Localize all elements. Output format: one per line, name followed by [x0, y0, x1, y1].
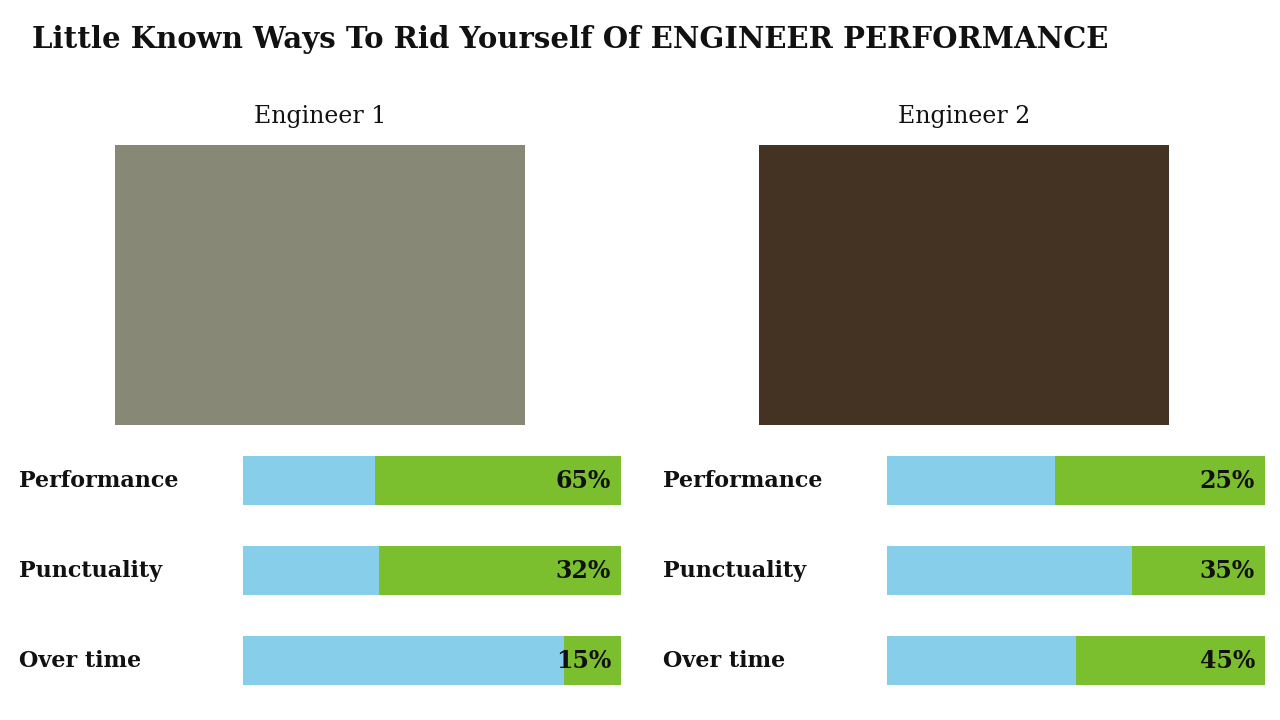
- Bar: [243, 546, 379, 595]
- Text: Little Known Ways To Rid Yourself Of ENGINEER PERFORMANCE: Little Known Ways To Rid Yourself Of ENG…: [32, 24, 1108, 54]
- Text: Engineer 2: Engineer 2: [897, 105, 1030, 127]
- Text: Performance: Performance: [19, 469, 179, 492]
- Bar: [243, 456, 375, 505]
- Text: 25%: 25%: [1199, 469, 1254, 492]
- Text: Performance: Performance: [663, 469, 823, 492]
- Bar: [1133, 546, 1265, 595]
- Text: Punctuality: Punctuality: [19, 559, 163, 582]
- Text: Over time: Over time: [19, 649, 142, 672]
- Bar: [887, 456, 1055, 505]
- Bar: [887, 546, 1133, 595]
- Text: Punctuality: Punctuality: [663, 559, 806, 582]
- Text: Engineer 1: Engineer 1: [253, 105, 387, 127]
- Bar: [1055, 456, 1265, 505]
- Bar: [379, 546, 621, 595]
- Text: 15%: 15%: [556, 649, 612, 672]
- Text: Over time: Over time: [663, 649, 786, 672]
- Bar: [887, 636, 1076, 685]
- Text: 45%: 45%: [1199, 649, 1254, 672]
- Bar: [243, 636, 564, 685]
- Bar: [1076, 636, 1265, 685]
- Bar: [375, 456, 621, 505]
- Bar: [564, 636, 621, 685]
- Text: 32%: 32%: [556, 559, 612, 582]
- Text: 35%: 35%: [1199, 559, 1256, 582]
- Text: 65%: 65%: [556, 469, 612, 492]
